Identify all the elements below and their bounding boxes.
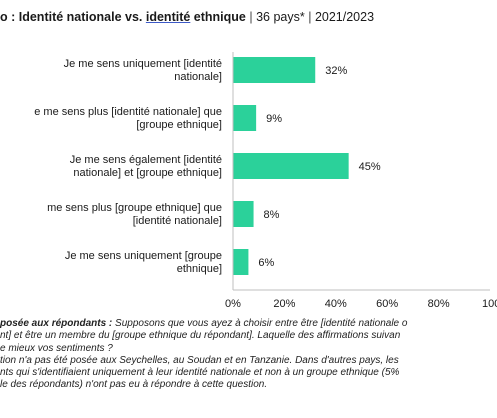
- value-label: 8%: [264, 209, 280, 221]
- title-part3: ethnique: [190, 10, 246, 24]
- category-label-line: [groupe ethnique]: [136, 119, 222, 131]
- category-label: Je me sens également [identité nationale]…: [70, 154, 222, 179]
- category-label-line: e me sens plus [identité nationale] que: [34, 106, 222, 118]
- category-label-line: nationale] et [groupe ethnique]: [73, 167, 222, 179]
- x-tick-label: 20%: [273, 298, 295, 310]
- bar-chart: Je me sens uniquement [identité nationale…: [34, 52, 497, 310]
- x-tick-label: 100: [482, 298, 497, 310]
- x-tick-label: 0%: [225, 298, 241, 310]
- bar: [233, 153, 349, 179]
- title-years: 2021/2023: [314, 10, 375, 24]
- note-line-3: e mieux vos sentiments ?: [0, 342, 113, 354]
- title-countries: 36 pays*: [256, 10, 305, 24]
- value-label: 9%: [266, 113, 282, 125]
- chart-title: o : Identité nationale vs. identité ethn…: [0, 10, 497, 28]
- question-text: Supposons que vous ayez à choisir entre …: [112, 318, 408, 329]
- category-label: e me sens plus [identité nationale] que[…: [34, 106, 222, 131]
- title-lead: o :: [0, 10, 19, 24]
- value-label: 32%: [325, 65, 347, 77]
- title-part2: identité: [145, 10, 191, 24]
- note-line-2: nt] et être un membre du [groupe ethniqu…: [0, 330, 401, 342]
- category-label-line: nationale]: [174, 71, 222, 83]
- category-label-line: Je me sens également [identité: [70, 154, 222, 166]
- category-label: Je me sens uniquement [groupe ethnique]: [65, 250, 222, 275]
- note-line-1: posée aux répondants : Supposons que vou…: [0, 318, 497, 330]
- category-label-line: [identité nationale]: [133, 215, 222, 227]
- title-separator-2: |: [304, 10, 315, 24]
- category-label-line: ethnique]: [177, 263, 222, 275]
- note-line-4: tion n'a pas été posée aux Seychelles, a…: [0, 354, 399, 366]
- x-tick-label: 60%: [376, 298, 398, 310]
- value-label: 45%: [359, 161, 381, 173]
- question-label: posée aux répondants :: [0, 318, 113, 329]
- category-label-line: Je me sens uniquement [groupe: [65, 250, 222, 262]
- title-separator-1: |: [245, 10, 257, 24]
- x-tick-label: 40%: [325, 298, 347, 310]
- x-tick-label: 80%: [428, 298, 450, 310]
- chart-notes: posée aux répondants : Supposons que vou…: [0, 318, 497, 392]
- bar: [233, 105, 257, 131]
- bar: [233, 249, 249, 275]
- value-label: 6%: [258, 257, 274, 269]
- note-line-5: nts qui s'identifiaient uniquement à leu…: [0, 367, 400, 379]
- title-part1: Identité nationale vs.: [18, 10, 146, 24]
- category-label: Je me sens uniquement [identité nationale…: [64, 58, 222, 83]
- note-line-6: le des répondants) n'ont pas eu à répond…: [0, 379, 268, 391]
- category-label-line: me sens plus [groupe ethnique] que: [47, 202, 222, 214]
- bar: [233, 57, 316, 83]
- category-label: me sens plus [groupe ethnique] que [ident…: [47, 202, 222, 227]
- bar: [233, 201, 254, 227]
- category-label-line: Je me sens uniquement [identité: [64, 58, 222, 70]
